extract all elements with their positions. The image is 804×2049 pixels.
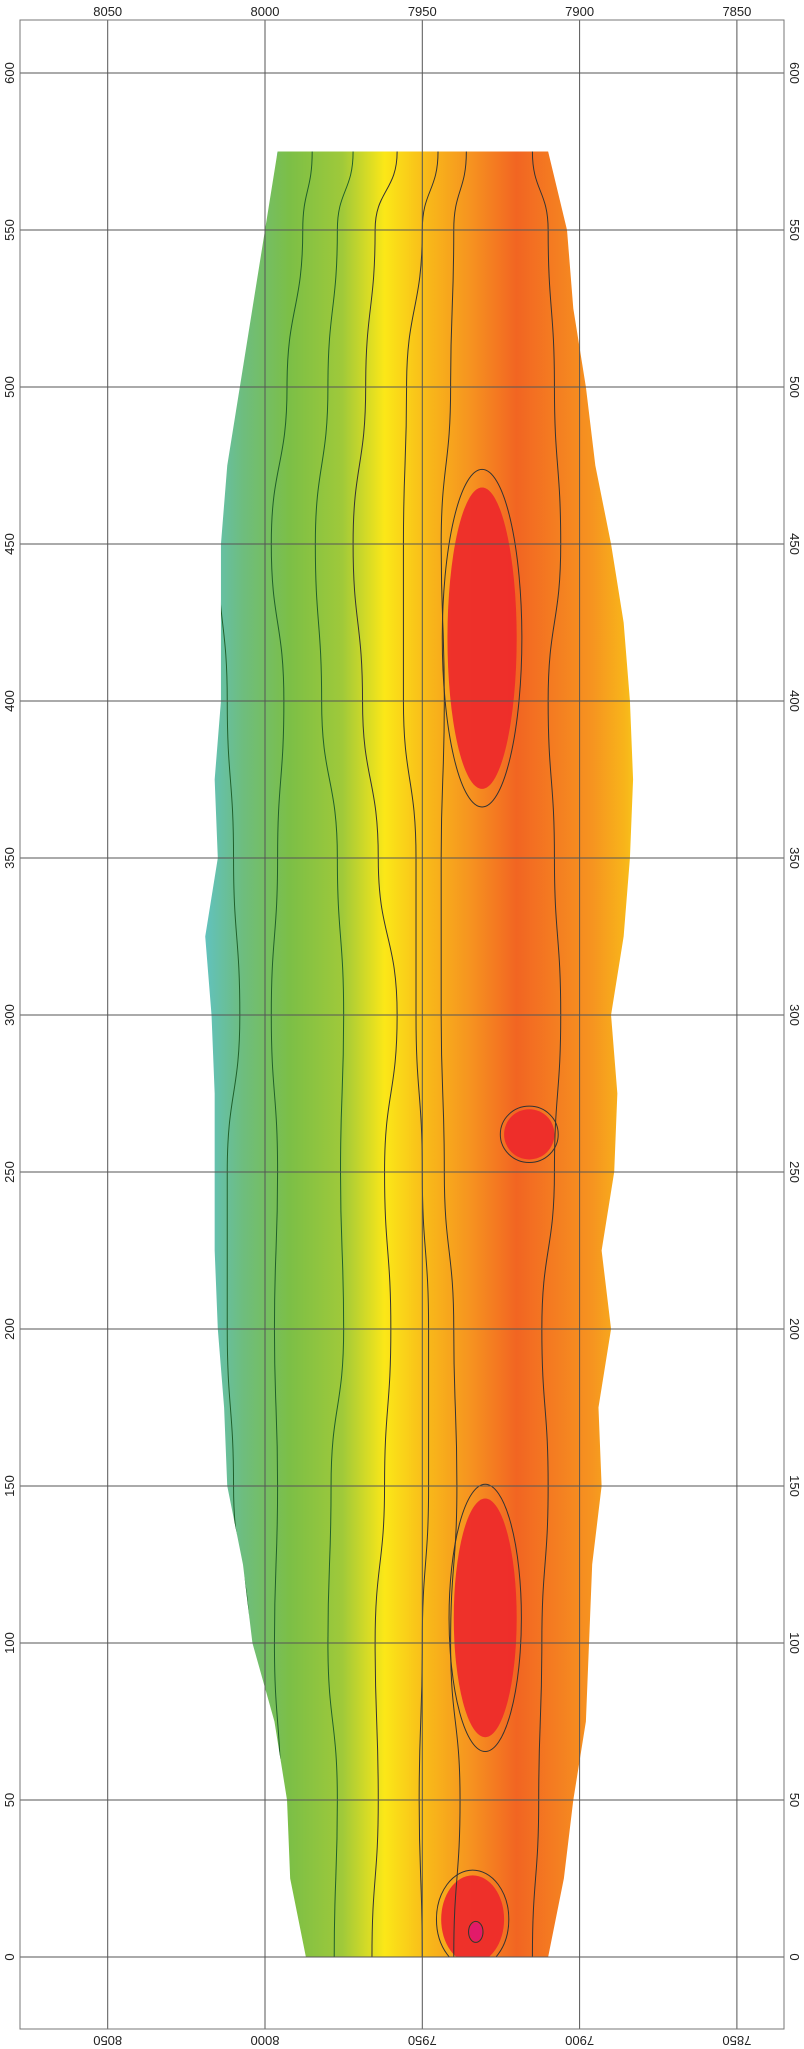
x-tick-label-top: 8000 — [251, 4, 280, 19]
hot-spot-contour-2 — [448, 1483, 522, 1753]
hot-spot-contour-5 — [468, 1920, 484, 1943]
y-tick-label-right: 0 — [787, 1953, 802, 1960]
x-tick-label-bottom: 8000 — [251, 2033, 280, 2048]
contour-fill-layer — [205, 151, 634, 1957]
y-tick-label-right: 300 — [787, 1004, 802, 1026]
y-tick-label-right: 150 — [787, 1475, 802, 1497]
y-tick-label-right: 450 — [787, 533, 802, 555]
y-tick-label-right: 550 — [787, 219, 802, 241]
y-tick-label-right: 600 — [787, 62, 802, 84]
hot-spot-contour-4 — [435, 1869, 510, 1957]
hot-spot-2 — [453, 1498, 517, 1738]
base-fill — [205, 151, 634, 1957]
y-tick-label-left: 0 — [2, 1953, 17, 1960]
y-tick-label-right: 250 — [787, 1161, 802, 1183]
y-tick-label-right: 100 — [787, 1632, 802, 1654]
y-tick-label-left: 100 — [2, 1632, 17, 1654]
hot-spot-1 — [447, 487, 517, 789]
hot-spot-3 — [504, 1109, 555, 1160]
y-tick-label-right: 350 — [787, 847, 802, 869]
x-tick-label-bottom: 8050 — [93, 2033, 122, 2048]
x-tick-label-top: 7900 — [565, 4, 594, 19]
hot-spot-contour-3 — [499, 1105, 559, 1163]
hot-spot-4 — [441, 1875, 505, 1957]
y-tick-label-left: 350 — [2, 847, 17, 869]
y-tick-label-right: 200 — [787, 1318, 802, 1340]
y-tick-label-left: 500 — [2, 376, 17, 398]
y-tick-label-left: 400 — [2, 690, 17, 712]
y-tick-label-left: 200 — [2, 1318, 17, 1340]
y-tick-label-left: 300 — [2, 1004, 17, 1026]
y-tick-label-right: 50 — [787, 1793, 802, 1807]
y-tick-label-right: 400 — [787, 690, 802, 712]
x-tick-label-top: 7850 — [722, 4, 751, 19]
x-tick-label-bottom: 7950 — [408, 2033, 437, 2048]
grid-layer — [20, 20, 784, 2029]
y-tick-label-left: 450 — [2, 533, 17, 555]
y-tick-label-left: 600 — [2, 62, 17, 84]
y-tick-label-right: 500 — [787, 376, 802, 398]
y-tick-label-left: 550 — [2, 219, 17, 241]
hot-spot-5 — [469, 1922, 483, 1942]
tick-labels-layer: 8050 8050 8000 8000 7950 7950 7900 7900 7850 7850… — [2, 4, 802, 2048]
y-tick-label-left: 50 — [2, 1793, 17, 1807]
x-tick-label-bottom: 7850 — [722, 2033, 751, 2048]
hot-spot-contour-1 — [441, 468, 523, 808]
x-tick-label-top: 7950 — [408, 4, 437, 19]
plot-frame — [19, 19, 785, 2030]
y-tick-label-left: 250 — [2, 1161, 17, 1183]
x-tick-label-top: 8050 — [93, 4, 122, 19]
y-tick-label-left: 150 — [2, 1475, 17, 1497]
x-tick-label-bottom: 7900 — [565, 2033, 594, 2048]
